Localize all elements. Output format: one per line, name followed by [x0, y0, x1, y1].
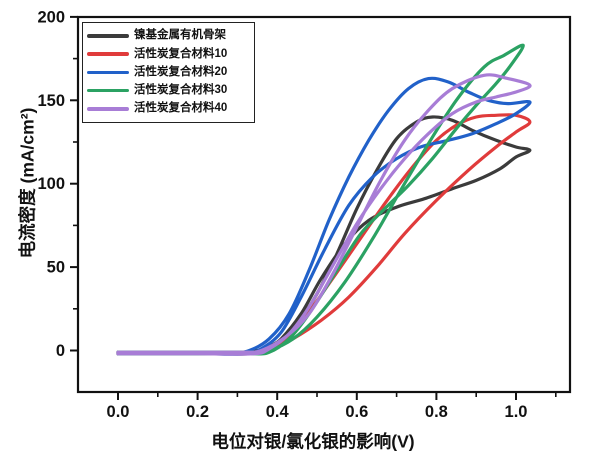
- axis-tick-labels: 0.0 0.2 0.4 0.6 0.8 1.0 0 50 100 150 200: [37, 8, 527, 421]
- legend-item-2: 活性炭复合材料20: [87, 65, 252, 79]
- legend-item-1: 活性炭复合材料10: [87, 47, 252, 61]
- x-tick-label: 0.6: [345, 403, 368, 421]
- legend-item-label: 活性炭复合材料10: [134, 47, 228, 60]
- legend-line-sample: [87, 52, 129, 57]
- y-tick-label: 100: [37, 175, 65, 193]
- y-axis-title: 电流密度 (mA/cm²): [17, 107, 38, 259]
- x-tick-label: 1.0: [505, 403, 528, 421]
- curve-series-4: [116, 73, 532, 356]
- legend-item-label: 镍基金属有机骨架: [134, 29, 226, 42]
- plot-border: [76, 15, 572, 394]
- legend-line-sample: [87, 107, 129, 111]
- x-tick-label: 0.2: [186, 403, 209, 421]
- y-tick-label: 50: [47, 259, 65, 277]
- curve-series-2: [116, 76, 532, 356]
- legend-item-label: 活性炭复合材料30: [134, 83, 228, 96]
- axis-ticks: [70, 15, 557, 400]
- cv-curves: [116, 43, 532, 356]
- legend-item-4: 活性炭复合材料40: [87, 103, 252, 115]
- plot-frame: [76, 15, 572, 394]
- y-tick-label: 200: [37, 8, 65, 26]
- y-tick-label: 0: [56, 342, 65, 360]
- legend-item-0: 镍基金属有机骨架: [87, 30, 252, 42]
- legend-line-sample: [87, 34, 129, 38]
- x-tick-label: 0.8: [425, 403, 448, 421]
- x-tick-label: 0.4: [266, 403, 290, 421]
- legend-item-3: 活性炭复合材料30: [87, 83, 252, 97]
- y-tick-label: 150: [37, 92, 65, 110]
- legend: 镍基金属有机骨架 活性炭复合材料10 活性炭复合材料20 活性炭复合材料30 活性炭复合…: [82, 22, 255, 123]
- legend-line-sample: [87, 70, 129, 75]
- x-axis-title: 电位对银/氯化银的影响(V): [211, 431, 415, 452]
- legend-line-sample: [87, 88, 129, 93]
- legend-item-label: 活性炭复合材料20: [134, 65, 228, 78]
- x-tick-label: 0.0: [107, 403, 130, 421]
- legend-item-label: 活性炭复合材料40: [134, 102, 228, 115]
